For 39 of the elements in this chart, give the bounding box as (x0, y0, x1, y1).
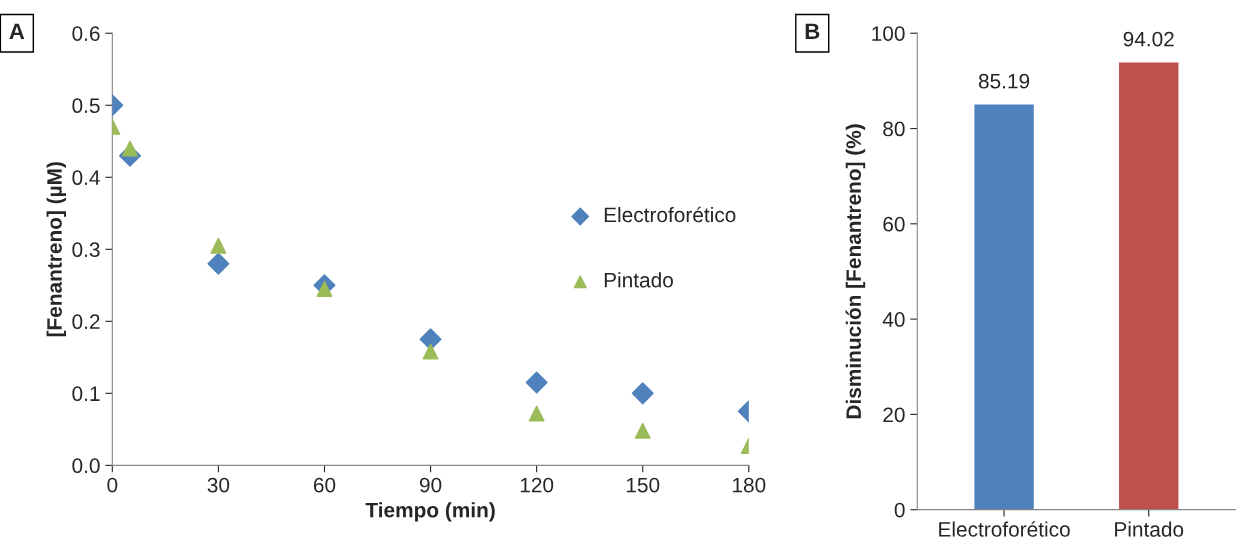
y-tick-label: 0.1 (72, 386, 100, 402)
point (122, 140, 138, 157)
y-tick-label: 0.6 (72, 26, 100, 41)
point (210, 237, 227, 254)
legend-label: Electroforético (604, 206, 736, 223)
text: A (9, 23, 25, 39)
y-tick-label: 0.4 (72, 170, 100, 186)
point (634, 422, 651, 439)
point (419, 328, 442, 351)
y-tick-label: 100 (872, 26, 905, 41)
y-tick-label: 0.2 (72, 314, 100, 330)
x-tick-label: 30 (207, 477, 230, 493)
x-tick-label: 90 (419, 477, 442, 493)
x-axis-title: Tiempo (min) (365, 502, 495, 522)
x-tick-label: 120 (520, 477, 554, 493)
point (422, 343, 439, 360)
y-tick-label: 80 (883, 121, 905, 137)
text: B (805, 23, 820, 39)
point (631, 382, 654, 405)
x-tick-label: 60 (313, 477, 336, 493)
legend-label: Pintado (604, 272, 673, 288)
y-tick-label: 40 (882, 312, 905, 327)
point (207, 252, 230, 275)
x-tick-label: 180 (733, 477, 766, 493)
point (528, 405, 545, 422)
y-tick-label: 60 (883, 216, 905, 232)
y-axis-title: Disminución [Fenantreno] (%) (845, 124, 866, 419)
y-axis-title: [Fenantreno] (µM) (46, 162, 66, 337)
y-tick-label: 0.5 (72, 98, 100, 114)
y-tick-label: 0.3 (72, 242, 100, 258)
point (316, 280, 333, 297)
y-tick-label: 0 (894, 502, 905, 518)
y-tick-label: 20 (883, 407, 905, 423)
data-label: 94.02 (1123, 31, 1174, 47)
data-label: 85.19 (978, 73, 1030, 89)
x-tick-label: 150 (626, 477, 660, 493)
point (525, 371, 548, 394)
x-tick-label: 0 (107, 477, 118, 493)
y-tick-label: 0.0 (72, 458, 100, 474)
